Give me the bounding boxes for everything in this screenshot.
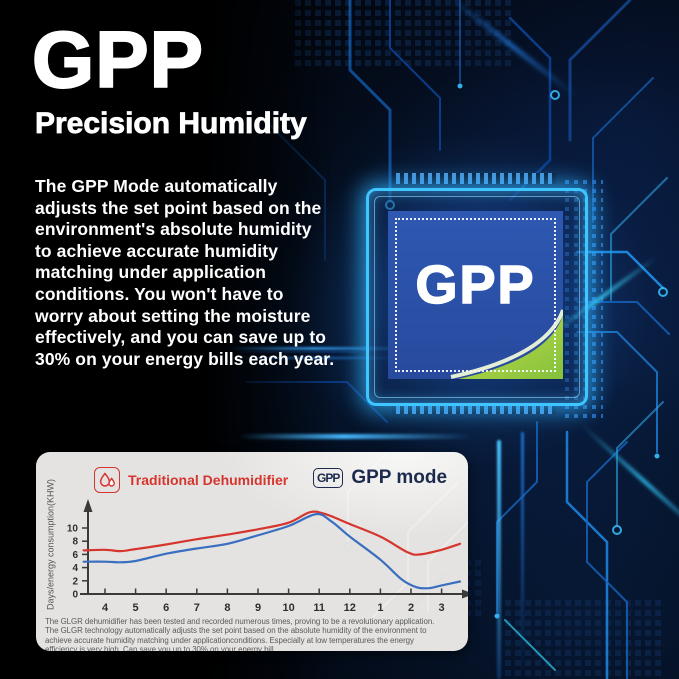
svg-text:2: 2 [72, 576, 78, 587]
card-watermark-circuit [343, 452, 468, 651]
svg-text:7: 7 [194, 602, 200, 614]
chip-pins-top [392, 173, 556, 184]
light-streak [232, 357, 417, 359]
svg-text:0: 0 [72, 590, 78, 601]
light-streak [521, 432, 524, 679]
page-title: GPP [31, 14, 204, 105]
svg-text:8: 8 [224, 602, 230, 614]
svg-text:4: 4 [72, 563, 78, 574]
water-drops-icon [94, 467, 120, 493]
svg-text:8: 8 [72, 537, 78, 548]
hero-paragraph: The GPP Mode automatically adjusts the s… [35, 176, 335, 369]
chip-label: GPP [415, 254, 536, 316]
svg-text:2: 2 [408, 602, 414, 614]
chip-dotted-border [395, 218, 556, 372]
svg-text:5: 5 [133, 602, 139, 614]
svg-text:6: 6 [72, 550, 78, 561]
page-subtitle: Precision Humidity [35, 107, 308, 141]
svg-text:6: 6 [163, 602, 169, 614]
y-axis-label: Days/energy consumption(KHW) [45, 478, 56, 611]
svg-text:12: 12 [344, 602, 356, 614]
svg-text:11: 11 [313, 602, 325, 614]
chip-pins-bottom [392, 403, 556, 414]
svg-text:1: 1 [377, 602, 383, 614]
legend-traditional-label: Traditional Dehumidifier [128, 472, 289, 488]
stats-card: Traditional Dehumidifier GPP GPP mode 4 5… [36, 452, 468, 651]
light-streak [228, 347, 443, 350]
svg-text:3: 3 [439, 602, 445, 614]
gpp-badge-icon: GPP [313, 468, 344, 488]
legend-traditional: Traditional Dehumidifier [94, 467, 288, 493]
chart-caption: The GLGR dehumidifier has been tested an… [45, 617, 435, 651]
light-streak [238, 434, 473, 439]
legend-gpp-label: GPP mode [351, 467, 448, 488]
svg-text:10: 10 [282, 602, 294, 614]
chip-die: GPP [388, 211, 563, 379]
light-streak [497, 440, 501, 679]
svg-text:10: 10 [67, 524, 79, 535]
svg-text:9: 9 [255, 602, 261, 614]
legend-gpp: GPP GPP mode [313, 467, 447, 489]
svg-text:4: 4 [102, 602, 109, 614]
